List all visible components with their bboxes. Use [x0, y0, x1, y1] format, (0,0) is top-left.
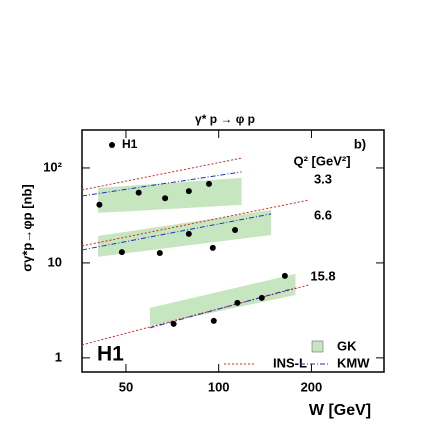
data-point [232, 227, 239, 234]
y-tick-label: 10² [43, 159, 62, 174]
ins-l-line [81, 157, 242, 191]
kmw-line [81, 213, 272, 251]
y-tick-label: 1 [55, 349, 62, 364]
data-point [234, 299, 241, 306]
legend-label: GK [337, 338, 357, 353]
plot-frame [81, 129, 385, 373]
legend-swatch [311, 340, 324, 353]
data-point [185, 230, 192, 237]
data-point [118, 249, 125, 256]
legend-label: KMW [337, 355, 370, 370]
data-point [135, 189, 142, 196]
y-tick-label: 10 [48, 254, 62, 269]
q2-label: 3.3 [314, 171, 332, 186]
data-point [185, 188, 192, 195]
data-point [205, 180, 212, 187]
gk-band [98, 209, 272, 257]
gk-band [98, 177, 242, 213]
data-point [156, 250, 163, 257]
data-point [170, 320, 177, 327]
data-point [281, 272, 288, 279]
kmw-line [81, 171, 242, 197]
q2-label: 15.8 [310, 268, 335, 283]
gk-band [149, 273, 296, 326]
x-tick-label: 100 [208, 379, 230, 394]
data-point [209, 244, 216, 251]
q2-label: 6.6 [314, 207, 332, 222]
experiment-label: H1 [97, 343, 124, 366]
x-tick-label: 200 [301, 379, 323, 394]
data-point [210, 317, 217, 324]
x-axis-label: W [GeV] [309, 402, 371, 419]
data-point [162, 195, 169, 202]
ins-l-line [81, 199, 310, 247]
legend-label: INS-L [273, 355, 307, 370]
legend-marker [109, 142, 115, 148]
x-tick-label: 50 [119, 379, 133, 394]
y-axis-label: σγ*p→φp [nb] [19, 184, 34, 272]
data-point [258, 294, 265, 301]
q2-header: Q² [GeV²] [293, 153, 350, 168]
legend-label: H1 [122, 137, 138, 151]
data-point [96, 201, 103, 208]
chart-title: γ* p → φ p [195, 112, 255, 126]
panel-label: b) [354, 136, 366, 151]
